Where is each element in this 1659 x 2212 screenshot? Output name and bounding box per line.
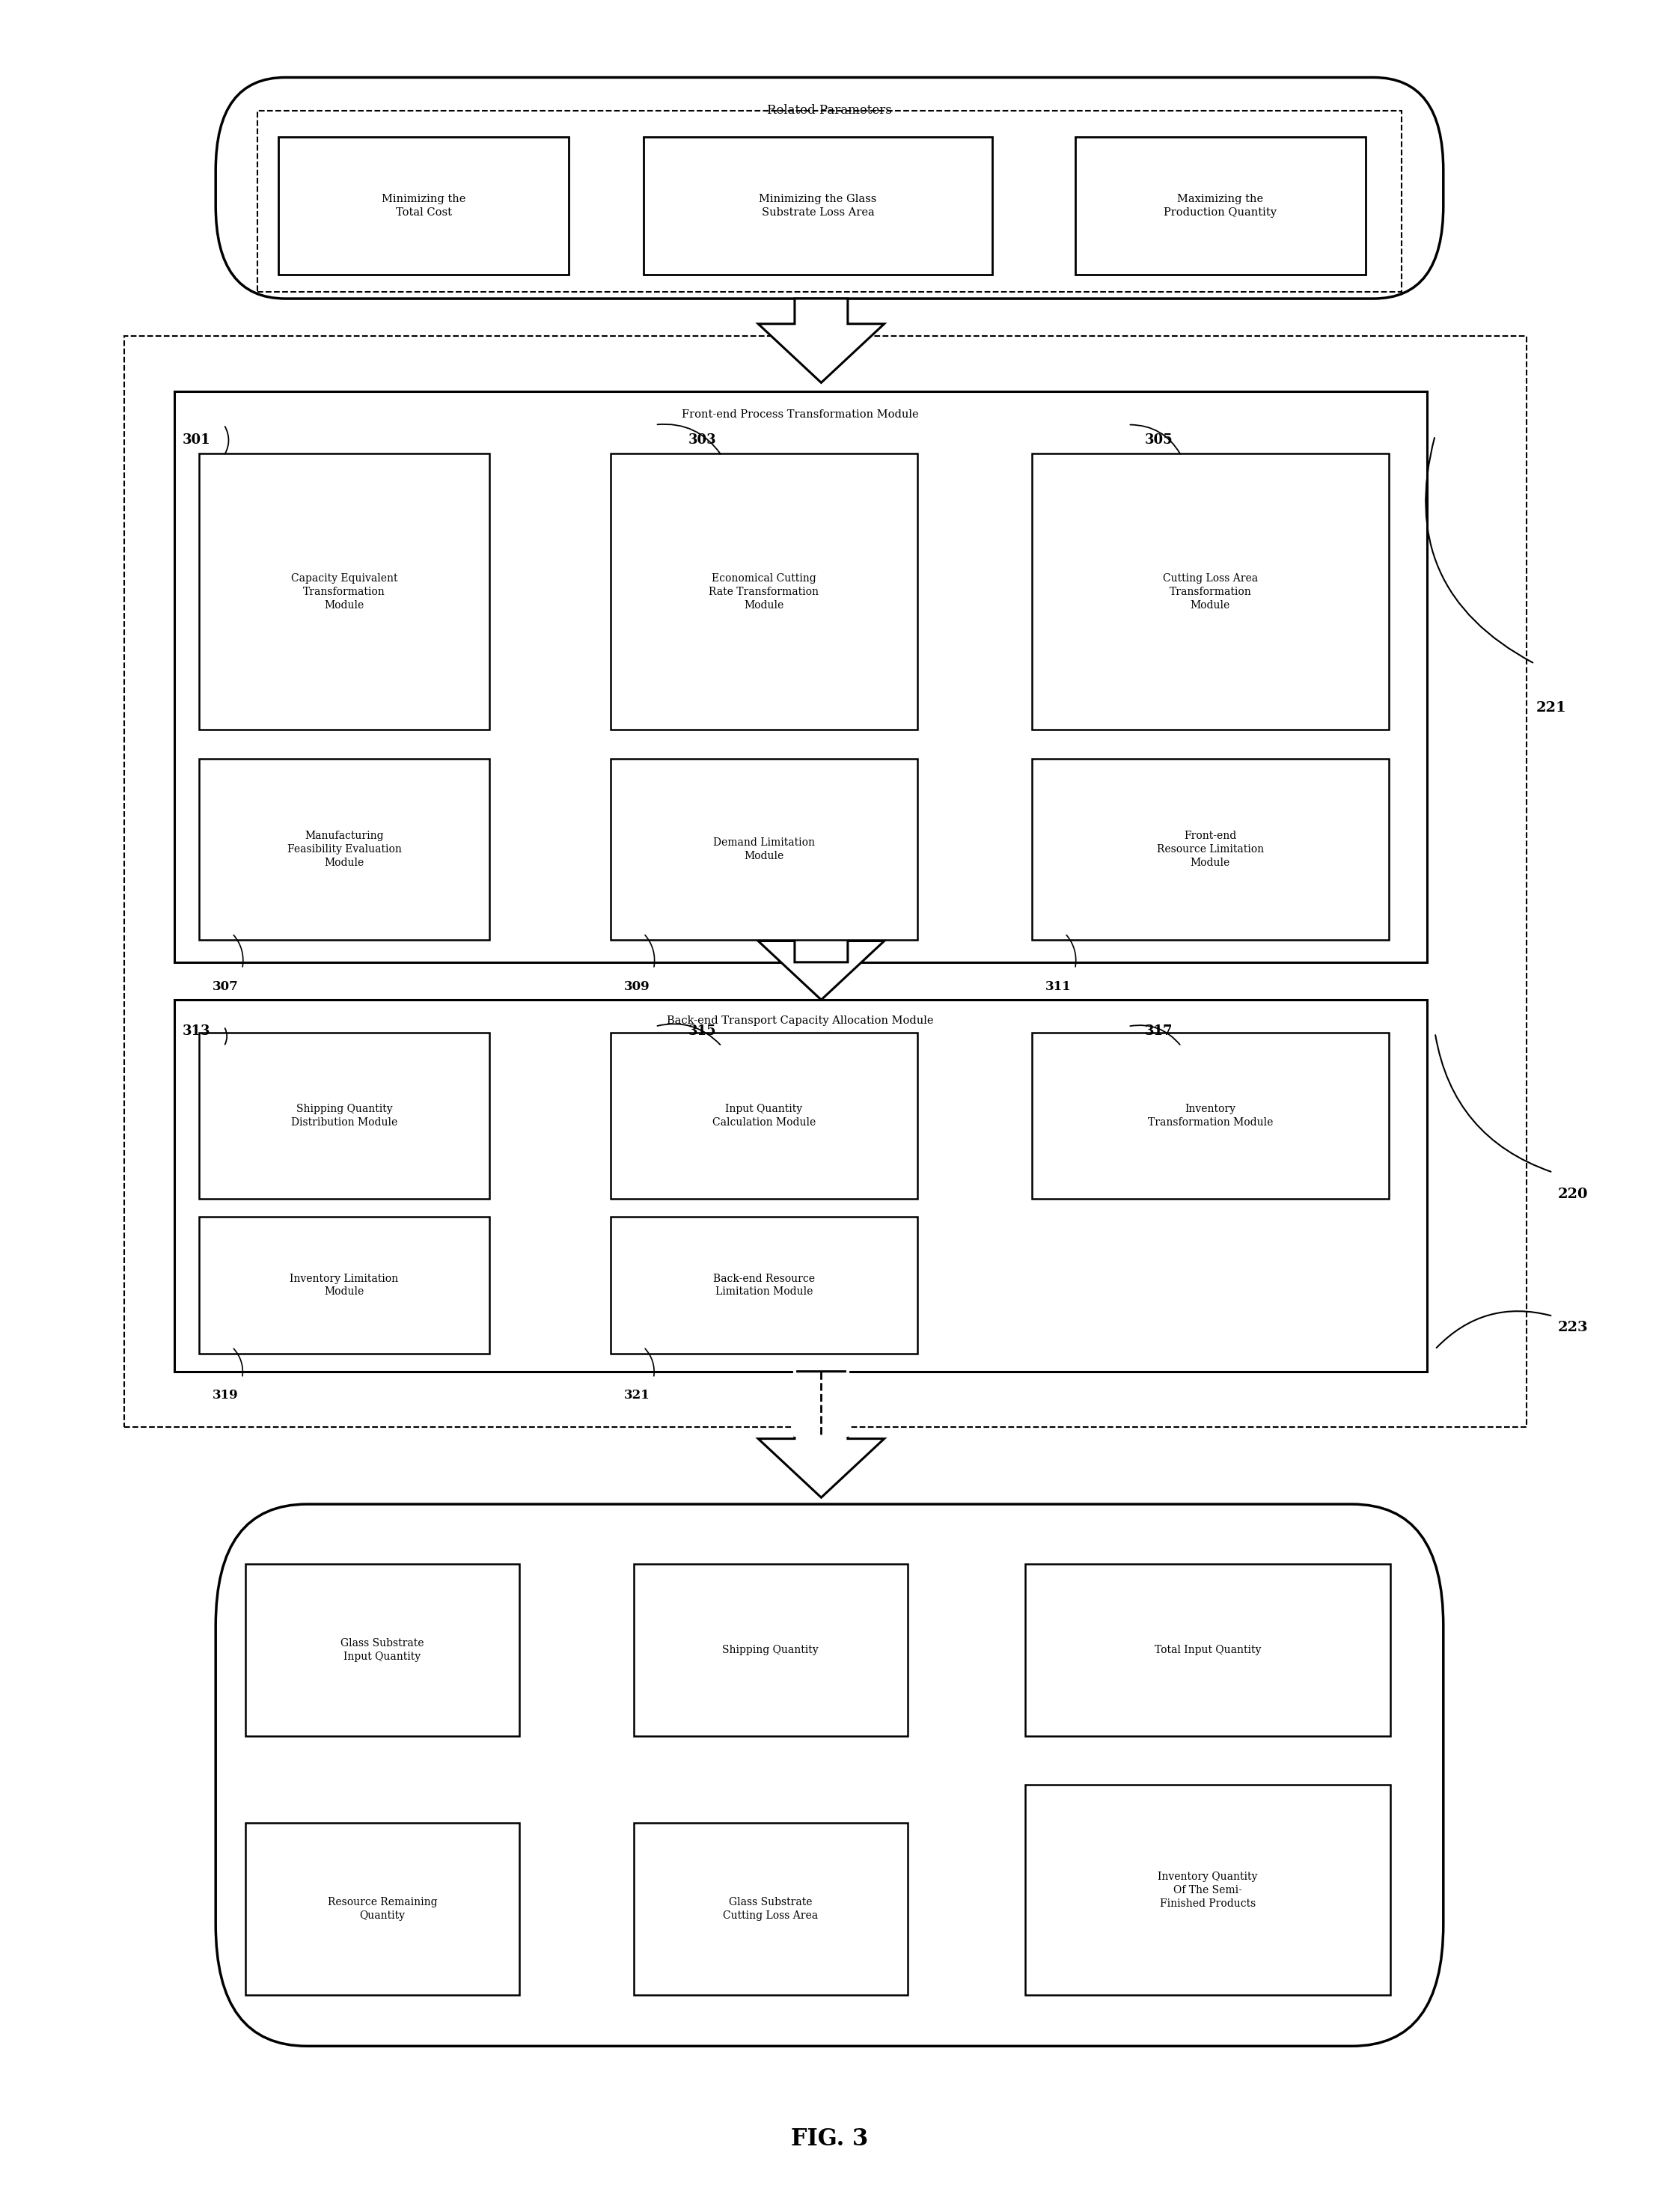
Text: Back-end Transport Capacity Allocation Module: Back-end Transport Capacity Allocation M…: [667, 1015, 934, 1026]
Bar: [257, 111, 1402, 292]
Text: Glass Substrate
Cutting Loss Area: Glass Substrate Cutting Loss Area: [723, 1898, 818, 1920]
Text: Resource Remaining
Quantity: Resource Remaining Quantity: [327, 1898, 438, 1920]
Bar: [634, 1564, 907, 1736]
Text: 303: 303: [688, 434, 717, 447]
Text: Input Quantity
Calculation Module: Input Quantity Calculation Module: [712, 1104, 816, 1128]
Text: FIG. 3: FIG. 3: [791, 2128, 868, 2150]
Bar: [1025, 1564, 1390, 1736]
Text: 220: 220: [1558, 1188, 1588, 1201]
Text: Inventory
Transformation Module: Inventory Transformation Module: [1148, 1104, 1272, 1128]
Text: 305: 305: [1145, 434, 1173, 447]
Bar: [246, 1823, 519, 1995]
Polygon shape: [758, 940, 884, 1000]
Text: 301: 301: [182, 434, 211, 447]
FancyBboxPatch shape: [216, 77, 1443, 299]
Bar: [644, 137, 992, 274]
Text: Minimizing the Glass
Substrate Loss Area: Minimizing the Glass Substrate Loss Area: [760, 195, 876, 217]
Text: Cutting Loss Area
Transformation
Module: Cutting Loss Area Transformation Module: [1163, 573, 1258, 611]
Polygon shape: [758, 299, 884, 383]
Bar: [279, 137, 569, 274]
Text: Capacity Equivalent
Transformation
Module: Capacity Equivalent Transformation Modul…: [290, 573, 398, 611]
Text: Inventory Quantity
Of The Semi-
Finished Products: Inventory Quantity Of The Semi- Finished…: [1158, 1871, 1258, 1909]
Bar: [124, 336, 1526, 1427]
Text: Shipping Quantity
Distribution Module: Shipping Quantity Distribution Module: [290, 1104, 398, 1128]
Text: 313: 313: [182, 1024, 211, 1037]
Text: Economical Cutting
Rate Transformation
Module: Economical Cutting Rate Transformation M…: [708, 573, 820, 611]
Text: Related Parameters: Related Parameters: [766, 104, 893, 117]
Bar: [1025, 1785, 1390, 1995]
Text: 221: 221: [1536, 701, 1566, 714]
Text: 317: 317: [1145, 1024, 1173, 1037]
Bar: [174, 1000, 1427, 1371]
Text: 223: 223: [1558, 1321, 1588, 1334]
Bar: [174, 392, 1427, 962]
Text: Total Input Quantity: Total Input Quantity: [1155, 1646, 1261, 1655]
Bar: [611, 453, 917, 730]
Text: Inventory Limitation
Module: Inventory Limitation Module: [290, 1274, 398, 1296]
Text: Front-end Process Transformation Module: Front-end Process Transformation Module: [682, 409, 919, 420]
Bar: [634, 1823, 907, 1995]
Bar: [1032, 1033, 1389, 1199]
Text: Demand Limitation
Module: Demand Limitation Module: [713, 838, 815, 860]
FancyBboxPatch shape: [216, 1504, 1443, 2046]
Text: Minimizing the
Total Cost: Minimizing the Total Cost: [382, 195, 466, 217]
Bar: [611, 1217, 917, 1354]
Bar: [199, 453, 489, 730]
Polygon shape: [758, 1371, 884, 1498]
Bar: [1075, 137, 1365, 274]
Text: Manufacturing
Feasibility Evaluation
Module: Manufacturing Feasibility Evaluation Mod…: [287, 832, 401, 867]
Bar: [611, 759, 917, 940]
Text: 309: 309: [624, 980, 650, 993]
Text: 307: 307: [212, 980, 239, 993]
Bar: [199, 1033, 489, 1199]
Text: 315: 315: [688, 1024, 717, 1037]
Bar: [199, 1217, 489, 1354]
Bar: [1032, 759, 1389, 940]
Text: Glass Substrate
Input Quantity: Glass Substrate Input Quantity: [340, 1639, 425, 1661]
Text: Shipping Quantity: Shipping Quantity: [722, 1646, 820, 1655]
Text: Front-end
Resource Limitation
Module: Front-end Resource Limitation Module: [1156, 832, 1264, 867]
Text: Maximizing the
Production Quantity: Maximizing the Production Quantity: [1163, 195, 1277, 217]
Bar: [199, 759, 489, 940]
Text: 311: 311: [1045, 980, 1072, 993]
Text: Back-end Resource
Limitation Module: Back-end Resource Limitation Module: [713, 1274, 815, 1296]
Bar: [246, 1564, 519, 1736]
Bar: [1032, 453, 1389, 730]
Text: 321: 321: [624, 1389, 650, 1402]
Bar: [611, 1033, 917, 1199]
Text: 319: 319: [212, 1389, 239, 1402]
